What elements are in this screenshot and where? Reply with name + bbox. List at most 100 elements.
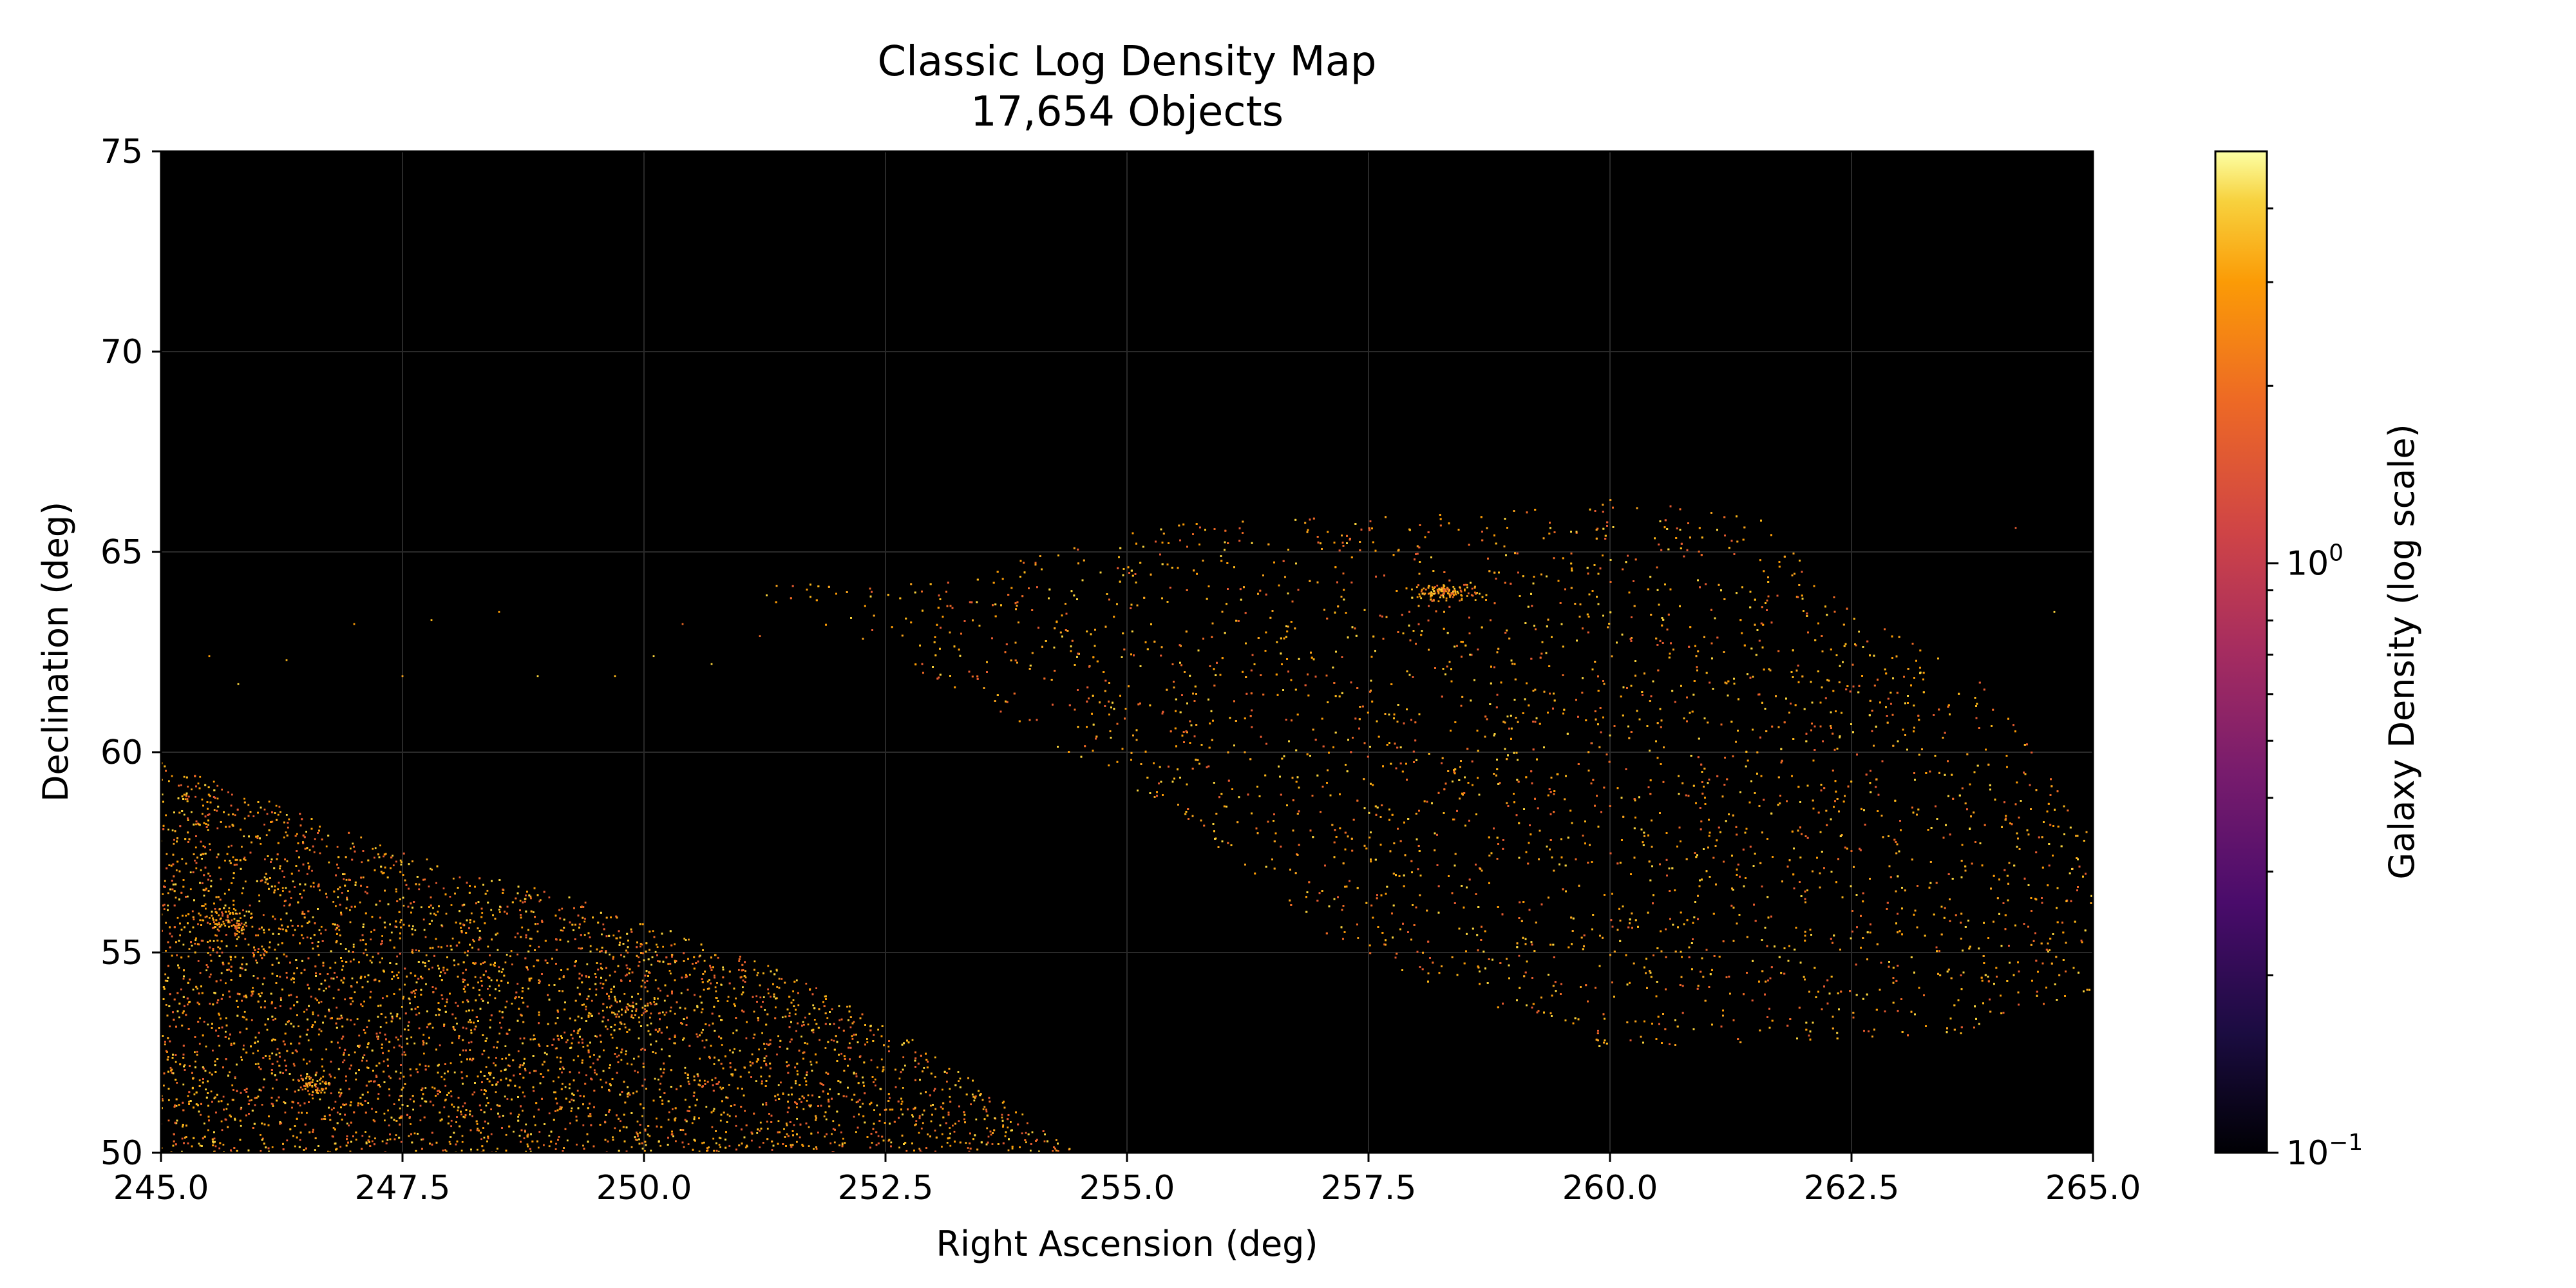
galaxy-point bbox=[269, 1055, 270, 1057]
galaxy-point bbox=[807, 1023, 810, 1026]
galaxy-point bbox=[476, 1123, 478, 1125]
galaxy-point bbox=[880, 1058, 883, 1061]
galaxy-point bbox=[765, 1055, 768, 1057]
galaxy-point bbox=[460, 1113, 462, 1115]
galaxy-point bbox=[855, 1131, 857, 1133]
galaxy-point bbox=[473, 1091, 476, 1094]
galaxy-point bbox=[802, 1021, 804, 1023]
galaxy-point bbox=[625, 974, 627, 977]
galaxy-point bbox=[719, 1146, 721, 1148]
galaxy-point bbox=[264, 858, 266, 860]
galaxy-point bbox=[209, 849, 211, 851]
galaxy-point bbox=[292, 1063, 295, 1065]
galaxy-point bbox=[372, 1119, 375, 1121]
galaxy-point bbox=[244, 859, 247, 861]
galaxy-point bbox=[438, 1063, 440, 1066]
galaxy-point bbox=[275, 804, 278, 807]
galaxy-point bbox=[654, 979, 657, 981]
galaxy-point bbox=[650, 963, 652, 966]
galaxy-point bbox=[601, 1009, 604, 1012]
galaxy-point bbox=[674, 960, 676, 962]
galaxy-point bbox=[202, 813, 204, 815]
galaxy-point bbox=[194, 1060, 196, 1063]
galaxy-point bbox=[759, 1130, 761, 1132]
galaxy-point bbox=[183, 775, 185, 778]
galaxy-point bbox=[242, 887, 245, 889]
galaxy-point bbox=[571, 1107, 573, 1110]
galaxy-point bbox=[296, 833, 298, 835]
galaxy-point bbox=[395, 860, 397, 863]
galaxy-point bbox=[231, 844, 232, 847]
galaxy-point bbox=[306, 1063, 308, 1065]
galaxy-point bbox=[720, 984, 723, 986]
galaxy-point bbox=[401, 1046, 403, 1048]
galaxy-point bbox=[687, 1110, 689, 1112]
galaxy-point bbox=[195, 823, 197, 826]
galaxy-point bbox=[370, 961, 373, 964]
galaxy-point bbox=[216, 928, 219, 931]
galaxy-point bbox=[187, 955, 190, 958]
galaxy-point bbox=[292, 880, 294, 883]
galaxy-point bbox=[216, 827, 219, 829]
galaxy-point bbox=[217, 946, 220, 949]
galaxy-point bbox=[314, 1149, 316, 1151]
galaxy-point bbox=[336, 976, 338, 978]
galaxy-point bbox=[594, 1035, 596, 1037]
galaxy-point bbox=[168, 1099, 170, 1101]
galaxy-point bbox=[193, 918, 195, 921]
galaxy-point bbox=[765, 1103, 768, 1106]
galaxy-point bbox=[762, 1142, 764, 1144]
galaxy-point bbox=[201, 858, 203, 860]
galaxy-point bbox=[796, 1118, 798, 1120]
galaxy-point bbox=[866, 1038, 868, 1040]
galaxy-point bbox=[914, 1124, 916, 1126]
galaxy-point bbox=[721, 1088, 723, 1090]
galaxy-point bbox=[501, 1058, 504, 1060]
galaxy-point bbox=[453, 1028, 456, 1031]
galaxy-point bbox=[662, 945, 664, 948]
galaxy-point bbox=[214, 1145, 217, 1148]
galaxy-point bbox=[379, 1085, 381, 1088]
galaxy-point bbox=[332, 1127, 335, 1129]
galaxy-point bbox=[308, 1060, 311, 1063]
galaxy-point bbox=[412, 1108, 414, 1111]
galaxy-point bbox=[942, 1088, 943, 1091]
galaxy-point bbox=[596, 1073, 598, 1075]
galaxy-point bbox=[668, 1111, 670, 1113]
galaxy-point bbox=[1001, 1116, 1003, 1119]
galaxy-point bbox=[825, 1118, 828, 1121]
galaxy-point bbox=[197, 782, 200, 784]
galaxy-point bbox=[971, 1094, 974, 1095]
galaxy-point bbox=[305, 831, 307, 833]
galaxy-point bbox=[281, 870, 284, 873]
galaxy-point bbox=[758, 1048, 760, 1050]
galaxy-point bbox=[1021, 1113, 1024, 1115]
galaxy-point bbox=[232, 877, 234, 879]
galaxy-point bbox=[674, 943, 676, 945]
galaxy-point bbox=[920, 1092, 922, 1095]
galaxy-point bbox=[282, 890, 284, 892]
galaxy-point bbox=[323, 1082, 326, 1084]
galaxy-point bbox=[853, 1021, 855, 1023]
galaxy-point bbox=[636, 1121, 639, 1122]
galaxy-point bbox=[260, 1006, 262, 1009]
galaxy-point bbox=[564, 1086, 567, 1088]
galaxy-point bbox=[522, 1064, 524, 1066]
galaxy-point bbox=[849, 1026, 852, 1028]
galaxy-point bbox=[548, 1145, 551, 1148]
galaxy-point bbox=[566, 1139, 569, 1142]
galaxy-point bbox=[424, 878, 426, 881]
galaxy-point bbox=[216, 784, 219, 787]
galaxy-point bbox=[1043, 1140, 1046, 1142]
galaxy-point bbox=[278, 927, 280, 930]
galaxy-point bbox=[349, 909, 351, 911]
galaxy-point bbox=[715, 990, 717, 992]
galaxy-point bbox=[656, 943, 658, 946]
galaxy-point bbox=[458, 1037, 460, 1039]
galaxy-point bbox=[202, 845, 205, 848]
galaxy-point bbox=[983, 1106, 986, 1108]
galaxy-point bbox=[306, 1112, 308, 1114]
galaxy-point bbox=[184, 1064, 186, 1066]
galaxy-point bbox=[220, 1120, 223, 1122]
galaxy-point bbox=[207, 1129, 209, 1132]
